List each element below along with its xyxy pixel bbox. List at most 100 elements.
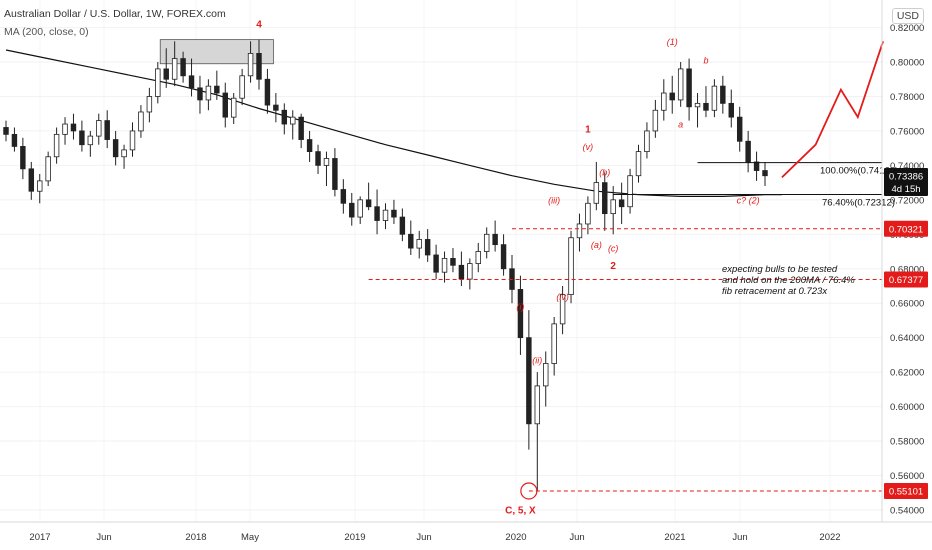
y-tick-label: 0.56000 bbox=[890, 471, 924, 482]
x-tick-label: 2017 bbox=[29, 532, 50, 543]
candle-body bbox=[70, 123, 77, 132]
currency-button[interactable]: USD bbox=[891, 8, 924, 24]
candle-body bbox=[306, 139, 313, 153]
candle-body bbox=[399, 216, 406, 235]
candle-body bbox=[644, 130, 650, 153]
y-tick-label: 0.58000 bbox=[890, 437, 924, 448]
analysis-note-line: expecting bulls to be tested bbox=[722, 264, 838, 275]
projection-path bbox=[781, 41, 884, 179]
price-axis: 0.82000 0.80000 0.78000 0.76000 0.74000 0.720… bbox=[890, 23, 924, 516]
candle-body bbox=[3, 127, 9, 135]
wave-label: (v) bbox=[583, 142, 594, 152]
x-tick-label: 2020 bbox=[505, 532, 526, 543]
candle-body bbox=[374, 206, 380, 221]
candle-body bbox=[197, 87, 203, 101]
price-tag-0-70321: 0.70321 bbox=[889, 224, 923, 235]
candles-layer bbox=[3, 39, 768, 491]
candle-body bbox=[728, 102, 734, 118]
x-tick-label: Jun bbox=[416, 532, 431, 543]
chart-grid bbox=[0, 0, 882, 522]
candle-body bbox=[551, 323, 557, 364]
y-tick-label: 0.80000 bbox=[890, 58, 924, 69]
candle-body bbox=[28, 168, 35, 192]
wave-label: (c) bbox=[608, 244, 619, 254]
candle-body bbox=[138, 111, 144, 132]
candle-body bbox=[53, 133, 60, 158]
candle-body bbox=[576, 223, 583, 239]
analysis-note-line: fib retracement at 0.723x bbox=[722, 286, 828, 297]
y-tick-label: 0.68000 bbox=[890, 264, 924, 275]
candle-body bbox=[610, 199, 616, 215]
candle-body bbox=[526, 337, 532, 425]
candle-body bbox=[736, 116, 743, 142]
candle-body bbox=[264, 78, 271, 106]
wave-label: 2 bbox=[610, 261, 616, 272]
wave-label: (1) bbox=[667, 37, 678, 47]
candle-body bbox=[256, 53, 262, 80]
wave-label: c? (2) bbox=[737, 195, 760, 205]
candle-body bbox=[104, 120, 110, 140]
candle-body bbox=[188, 75, 195, 89]
price-tag-0-67377-bg bbox=[884, 271, 928, 288]
current-price-tag: 0.73386 bbox=[889, 171, 923, 182]
chart-title: Australian Dollar / U.S. Dollar, 1W, FOR… bbox=[4, 8, 226, 20]
candle-body bbox=[559, 294, 566, 325]
wave-label: (a) bbox=[591, 240, 602, 250]
y-tick-label: 0.76000 bbox=[890, 126, 924, 137]
candle-body bbox=[163, 68, 169, 80]
candle-body bbox=[753, 161, 760, 171]
candle-body bbox=[87, 135, 94, 146]
x-tick-label: 2019 bbox=[344, 532, 365, 543]
candle-body bbox=[239, 75, 245, 99]
candle-body bbox=[703, 102, 709, 111]
countdown-label: 4d 15h bbox=[891, 184, 920, 195]
candle-body bbox=[627, 175, 633, 208]
candle-body bbox=[11, 133, 18, 147]
candle-body bbox=[121, 149, 127, 158]
price-tag-0-55101: 0.55101 bbox=[889, 486, 923, 497]
candle-body bbox=[458, 264, 465, 280]
y-tick-label: 0.74000 bbox=[890, 161, 924, 172]
x-tick-label: 2021 bbox=[664, 532, 685, 543]
candle-body bbox=[315, 151, 321, 166]
candle-body bbox=[694, 102, 701, 108]
y-tick-label: 0.54000 bbox=[890, 505, 924, 516]
candle-body bbox=[365, 199, 372, 208]
candle-body bbox=[247, 53, 254, 77]
y-tick-label: 0.64000 bbox=[890, 333, 924, 344]
x-tick-label: Jun bbox=[96, 532, 111, 543]
candle-body bbox=[475, 251, 481, 264]
y-tick-label: 0.66000 bbox=[890, 299, 924, 310]
wave-label: 1 bbox=[585, 125, 591, 136]
x-tick-label: May bbox=[241, 532, 259, 543]
price-tag-0-70321-bg bbox=[884, 220, 928, 237]
wave-label: (i) bbox=[516, 302, 524, 312]
candle-body bbox=[332, 158, 338, 190]
candle-body bbox=[349, 202, 355, 218]
time-axis: 2017 Jun 2018 May 2019 Jun 2020 Jun 2021 Jun 2022 bbox=[29, 532, 840, 543]
fib-764-label: 76.40%(0.72312) bbox=[822, 197, 895, 208]
candle-body bbox=[340, 189, 347, 204]
candle-body bbox=[180, 58, 186, 77]
candle-body bbox=[669, 92, 675, 101]
price-tag-0-67377: 0.67377 bbox=[889, 275, 923, 286]
candle-body bbox=[534, 385, 541, 425]
x-tick-label: Jun bbox=[732, 532, 747, 543]
candle-body bbox=[441, 258, 448, 273]
candle-body bbox=[424, 239, 431, 256]
candle-body bbox=[273, 104, 279, 111]
candle-body bbox=[45, 156, 51, 182]
candle-body bbox=[585, 202, 591, 225]
candle-body bbox=[618, 199, 625, 208]
y-tick-label: 0.82000 bbox=[890, 23, 924, 34]
candle-body bbox=[408, 233, 414, 249]
candle-body bbox=[37, 180, 43, 192]
ma-line-layer bbox=[5, 49, 782, 197]
x-tick-label: Jun bbox=[569, 532, 584, 543]
candle-body bbox=[298, 116, 304, 140]
resistance-box-layer bbox=[159, 39, 274, 65]
candle-body bbox=[686, 68, 692, 108]
candle-body bbox=[635, 151, 642, 177]
current-price-tag-bg bbox=[884, 167, 928, 196]
